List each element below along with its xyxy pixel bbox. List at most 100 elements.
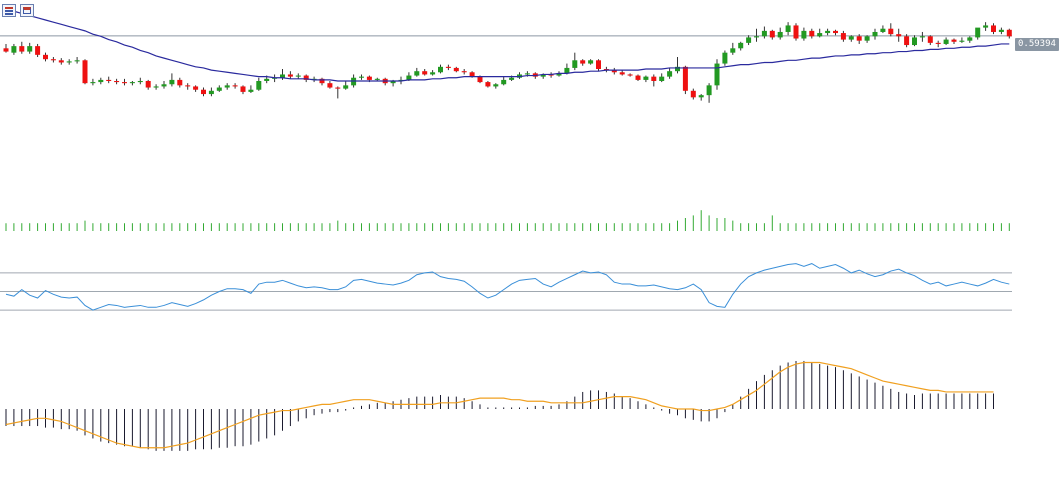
candle-body [66,61,72,63]
candle-body [366,76,372,80]
candle-body [327,83,333,88]
candle-body [722,52,728,64]
candle-body [927,36,933,43]
candle-body [706,85,712,96]
candle-body [106,79,112,81]
candle-body [1006,29,1012,37]
moving-average-line [5,9,1010,82]
candle-body [864,36,870,41]
candle-body [137,80,143,83]
candle-body [240,86,246,92]
chart-toolbar [2,4,34,17]
candle-body [698,95,704,98]
candle-body [951,39,957,42]
candle-body [232,85,238,87]
candle-body [193,86,199,90]
candle-body [998,29,1004,32]
candle-body [50,59,56,61]
candle-body [493,84,499,87]
candle-body [295,75,301,77]
candle-body [556,73,562,76]
candle-body [169,79,175,85]
candle-body [280,74,285,78]
candle-body [359,76,364,78]
candle-body [588,60,594,64]
candle-body [303,75,309,80]
rsi-panel [0,263,1012,311]
candle-body [991,25,996,32]
candle-body [935,42,941,44]
macd-panel [5,360,994,451]
candle-body [540,74,546,77]
candle-body [43,54,48,60]
candle-body [343,85,349,89]
candle-body [248,89,254,92]
candle-body [785,25,791,32]
candle-body [848,36,854,40]
candle-body [161,84,167,87]
current-price-label: 0.59394 [1015,38,1059,51]
candle-body [430,72,436,75]
candle-body [74,60,80,62]
candle-body [833,30,838,34]
candle-body [35,46,41,55]
candle-body [769,30,775,38]
candle-body [27,46,33,52]
candle-body [880,28,886,32]
candle-body [98,79,104,83]
candle-body [856,36,862,41]
macd-signal-line [5,361,994,449]
candle-body [3,48,9,52]
candle-body [114,80,120,83]
candle-body [714,63,720,86]
candle-body [177,79,183,86]
candle-body [754,36,759,38]
candle-body [651,76,657,81]
candle-body [801,30,807,39]
candle-body [919,36,925,38]
candle-body [572,60,578,68]
candle-body [224,85,230,88]
candle-body [983,25,989,28]
candle-body [777,31,783,38]
candle-body [943,39,949,44]
candle-body [619,72,625,75]
candle-body [730,48,736,53]
candle-body [659,76,665,81]
candle-body [896,34,902,37]
candle-body [872,31,878,37]
candle-body [11,46,17,53]
candle-body [406,75,412,80]
candle-body [888,28,894,35]
candle-body [374,78,380,80]
candle-body [335,87,341,89]
candle-body [975,27,981,38]
candle-body [256,80,262,90]
candle-body [627,74,633,76]
candle-body [153,86,159,88]
calendar-icon[interactable] [20,4,34,17]
candle-body [524,73,530,75]
candle-body [19,46,25,52]
candle-body [145,80,151,88]
candle-body [414,71,420,76]
candle-body [682,66,688,91]
candle-body [509,77,515,80]
candle-body [390,80,396,84]
candle-body [485,82,491,87]
candle-body [912,37,917,46]
candle-body [738,42,744,49]
candle-body [809,30,815,37]
candle-body [90,82,96,84]
candle-body [445,66,451,68]
price-panel [0,9,1012,103]
candle-body [580,60,586,64]
candle-body [596,60,601,70]
candle-body [959,40,965,42]
list-icon[interactable] [2,4,16,17]
candle-body [643,76,649,80]
candle-body [817,33,823,37]
candle-body [264,78,270,81]
candle-body [635,75,641,80]
